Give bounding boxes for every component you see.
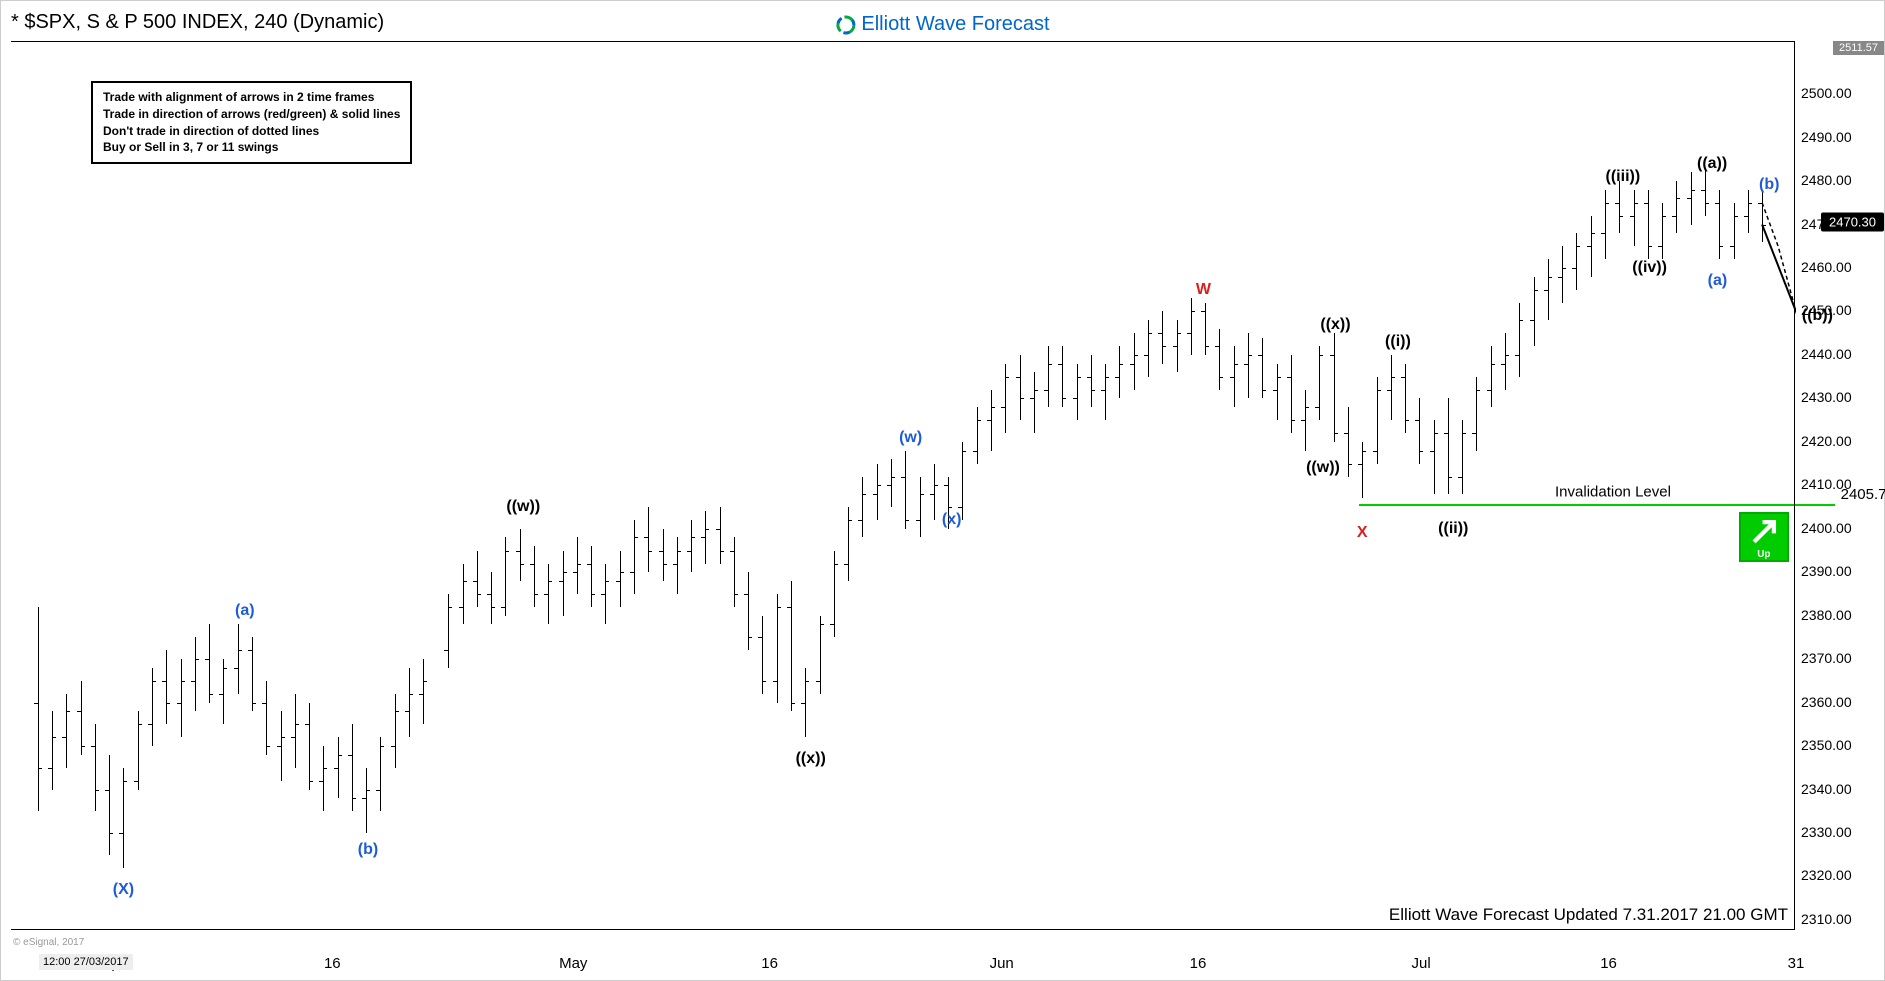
- wave-label: (X): [113, 881, 134, 899]
- y-tick-label: 2430.00: [1801, 389, 1852, 405]
- y-tick-label: 2340.00: [1801, 781, 1852, 797]
- x-tick-label: Jul: [1412, 955, 1431, 972]
- y-tick-label: 2500.00: [1801, 85, 1852, 101]
- wave-label: W: [1196, 281, 1211, 299]
- chart-title: * $SPX, S & P 500 INDEX, 240 (Dynamic): [11, 11, 384, 34]
- y-tick-label: 2320.00: [1801, 867, 1852, 883]
- wave-label: ((a)): [1697, 155, 1727, 173]
- y-tick-label: 2490.00: [1801, 129, 1852, 145]
- x-tick-label: May: [559, 955, 587, 972]
- x-axis: pr16May16Jun16Jul1631: [11, 930, 1794, 980]
- y-tick-label: 2450.00: [1801, 302, 1852, 318]
- y-tick-label: 2410.00: [1801, 476, 1852, 492]
- x-tick-label: 16: [1190, 955, 1207, 972]
- wave-label: ((ii)): [1438, 520, 1468, 538]
- y-tick-label: 2350.00: [1801, 737, 1852, 753]
- y-tick-label: 2330.00: [1801, 824, 1852, 840]
- direction-up-badge: Up: [1739, 512, 1789, 562]
- x-tick-label: Jun: [990, 955, 1014, 972]
- x-tick-label: 31: [1788, 955, 1805, 972]
- wave-label: (b): [1759, 176, 1779, 194]
- y-tick-label: 2310.00: [1801, 911, 1852, 927]
- y-tick-label: 2420.00: [1801, 433, 1852, 449]
- invalidation-line: [1359, 504, 1836, 506]
- y-tick-label: 2380.00: [1801, 607, 1852, 623]
- forecast-update-text: Elliott Wave Forecast Updated 7.31.2017 …: [1389, 905, 1788, 925]
- price-tag-high: 2511.57: [1833, 41, 1884, 55]
- wave-label: ((x)): [796, 750, 826, 768]
- y-tick-label: 2460.00: [1801, 259, 1852, 275]
- timestamp: 12:00 27/03/2017: [39, 954, 133, 970]
- brand-text: Elliott Wave Forecast: [861, 13, 1049, 36]
- x-tick-label: 16: [761, 955, 778, 972]
- wave-label: (w): [899, 429, 922, 447]
- wave-label: ((iii)): [1606, 168, 1641, 186]
- x-tick-label: 16: [1600, 955, 1617, 972]
- wave-label: X: [1357, 524, 1368, 542]
- wave-label: (x): [942, 511, 962, 529]
- y-tick-label: 2360.00: [1801, 694, 1852, 710]
- x-tick-label: 16: [324, 955, 341, 972]
- wave-label: ((w)): [1306, 459, 1340, 477]
- wave-label: ((x)): [1320, 316, 1350, 334]
- wave-label: (a): [1708, 272, 1728, 290]
- wave-label: (a): [235, 602, 255, 620]
- y-tick-label: 2400.00: [1801, 520, 1852, 536]
- copyright-text: © eSignal, 2017: [13, 937, 84, 948]
- invalidation-label: Invalidation Level: [1555, 483, 1671, 500]
- brand-logo: Elliott Wave Forecast: [835, 13, 1049, 36]
- wave-label: ((i)): [1385, 333, 1411, 351]
- wave-label: (b): [358, 841, 378, 859]
- brand-icon: [835, 15, 855, 35]
- y-axis: 2511.57 2310.00 2320.00 2330.00 2340.00 2350…: [1794, 41, 1884, 930]
- wave-label: ((w)): [506, 498, 540, 516]
- chart-container: * $SPX, S & P 500 INDEX, 240 (Dynamic) E…: [0, 0, 1885, 981]
- y-tick-label: 2370.00: [1801, 650, 1852, 666]
- y-tick-label: 2440.00: [1801, 346, 1852, 362]
- wave-label: ((iv)): [1632, 259, 1667, 277]
- current-price-tag: 2470.30: [1821, 213, 1884, 232]
- y-tick-label: 2390.00: [1801, 563, 1852, 579]
- y-tick-label: 2480.00: [1801, 172, 1852, 188]
- chart-plot-area[interactable]: (X) (a) (b) ((w)) ((x)) (w) (x) W ((x)) ((w)) X ((i…: [11, 41, 1794, 930]
